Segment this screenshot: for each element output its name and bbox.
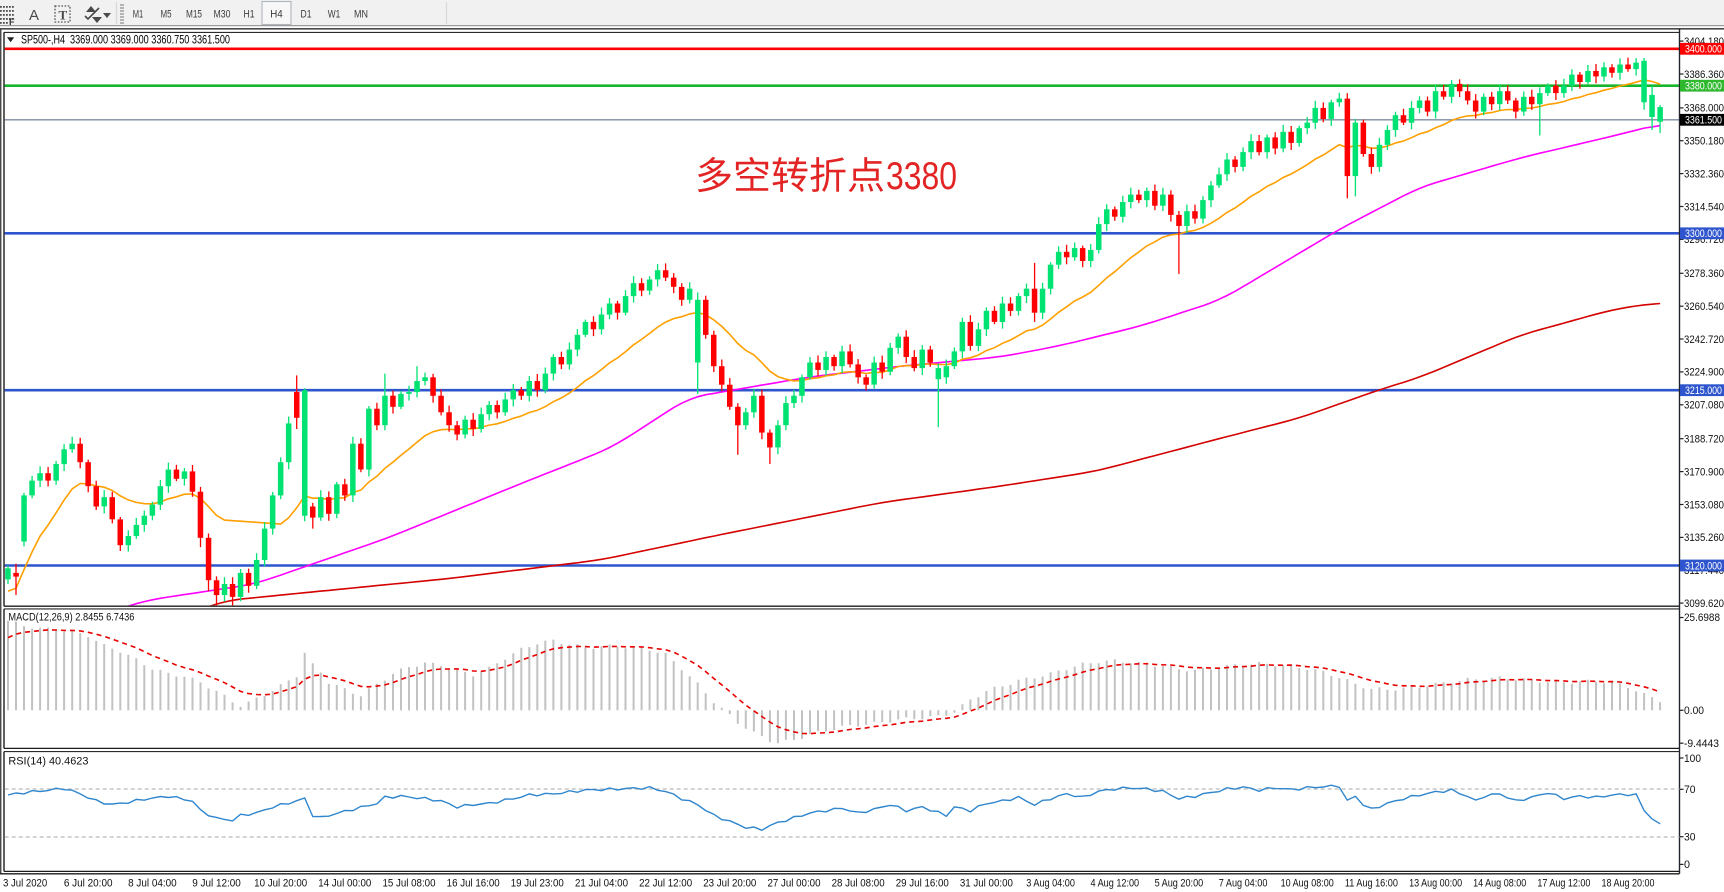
svg-text:18 Aug 20:00: 18 Aug 20:00: [1601, 878, 1654, 890]
svg-text:3380: 3380: [886, 155, 957, 198]
svg-text:3120.000: 3120.000: [1685, 560, 1722, 572]
svg-text:14 Aug 08:00: 14 Aug 08:00: [1473, 878, 1526, 890]
svg-text:100: 100: [1684, 753, 1701, 765]
svg-text:H4: H4: [270, 9, 283, 21]
svg-text:6 Jul 20:00: 6 Jul 20:00: [64, 878, 113, 890]
svg-text:3361.500: 3361.500: [1685, 115, 1722, 127]
svg-text:31 Jul 00:00: 31 Jul 00:00: [960, 878, 1013, 890]
svg-text:70: 70: [1684, 784, 1696, 796]
svg-text:22 Jul 12:00: 22 Jul 12:00: [639, 878, 692, 890]
svg-text:SP500-,H4: SP500-,H4: [21, 35, 65, 47]
svg-text:9 Jul 12:00: 9 Jul 12:00: [192, 878, 241, 890]
svg-text:3207.080: 3207.080: [1684, 400, 1724, 412]
svg-text:23 Jul 20:00: 23 Jul 20:00: [703, 878, 756, 890]
svg-text:3 Jul 2020: 3 Jul 2020: [3, 878, 47, 890]
svg-text:3170.900: 3170.900: [1684, 466, 1724, 478]
svg-text:A: A: [29, 7, 39, 24]
svg-text:H1: H1: [244, 9, 255, 21]
svg-text:0.00: 0.00: [1684, 705, 1704, 717]
svg-text:21 Jul 04:00: 21 Jul 04:00: [575, 878, 628, 890]
svg-text:W1: W1: [328, 9, 341, 21]
svg-text:5 Aug 20:00: 5 Aug 20:00: [1155, 878, 1204, 890]
svg-text:RSI(14) 40.4623: RSI(14) 40.4623: [8, 756, 88, 768]
svg-text:3099.620: 3099.620: [1684, 598, 1724, 610]
svg-text:4 Aug 12:00: 4 Aug 12:00: [1090, 878, 1139, 890]
svg-text:13 Aug 00:00: 13 Aug 00:00: [1409, 878, 1462, 890]
svg-text:3368.000: 3368.000: [1684, 103, 1724, 115]
svg-text:0: 0: [1684, 859, 1690, 871]
svg-text:8 Jul 04:00: 8 Jul 04:00: [128, 878, 177, 890]
svg-text:7 Aug 04:00: 7 Aug 04:00: [1219, 878, 1268, 890]
svg-text:25.6988: 25.6988: [1684, 612, 1720, 624]
svg-text:T: T: [59, 8, 68, 23]
svg-text:3300.000: 3300.000: [1685, 228, 1722, 240]
svg-text:3314.540: 3314.540: [1684, 201, 1724, 213]
svg-text:3 Aug 04:00: 3 Aug 04:00: [1026, 878, 1075, 890]
svg-text:3380.000: 3380.000: [1685, 81, 1722, 93]
svg-text:3188.720: 3188.720: [1684, 434, 1724, 446]
svg-text:15 Jul 08:00: 15 Jul 08:00: [382, 878, 435, 890]
svg-text:3332.360: 3332.360: [1684, 168, 1724, 180]
svg-text:16 Jul 16:00: 16 Jul 16:00: [447, 878, 500, 890]
svg-text:3260.540: 3260.540: [1684, 301, 1724, 313]
svg-text:D1: D1: [301, 9, 312, 21]
svg-text:M15: M15: [186, 9, 202, 21]
svg-text:27 Jul 00:00: 27 Jul 00:00: [767, 878, 820, 890]
svg-text:3386.360: 3386.360: [1684, 69, 1724, 81]
svg-text:3350.180: 3350.180: [1684, 136, 1724, 148]
svg-text:MACD(12,26,9) 2.8455 6.7436: MACD(12,26,9) 2.8455 6.7436: [8, 611, 134, 623]
svg-text:3153.080: 3153.080: [1684, 499, 1724, 511]
svg-text:3135.260: 3135.260: [1684, 532, 1724, 544]
svg-text:10 Aug 08:00: 10 Aug 08:00: [1281, 878, 1334, 890]
svg-text:19 Jul 23:00: 19 Jul 23:00: [511, 878, 564, 890]
svg-text:3369.000 3369.000 3360.750 336: 3369.000 3369.000 3360.750 3361.500: [70, 35, 230, 47]
svg-text:-9.4443: -9.4443: [1684, 738, 1719, 750]
svg-text:MN: MN: [354, 9, 368, 21]
svg-text:M1: M1: [133, 9, 144, 21]
svg-text:28 Jul 08:00: 28 Jul 08:00: [832, 878, 885, 890]
svg-text:17 Aug 12:00: 17 Aug 12:00: [1537, 878, 1590, 890]
svg-text:3400.000: 3400.000: [1685, 44, 1722, 56]
svg-text:14 Jul 00:00: 14 Jul 00:00: [318, 878, 371, 890]
svg-text:3215.000: 3215.000: [1685, 385, 1722, 397]
svg-text:11 Aug 16:00: 11 Aug 16:00: [1345, 878, 1398, 890]
svg-text:30: 30: [1684, 832, 1696, 844]
svg-text:10 Jul 20:00: 10 Jul 20:00: [254, 878, 307, 890]
svg-text:F: F: [9, 17, 15, 27]
svg-text:M5: M5: [161, 9, 172, 21]
svg-text:3224.900: 3224.900: [1684, 367, 1724, 379]
svg-text:M30: M30: [214, 9, 231, 21]
svg-text:3278.360: 3278.360: [1684, 268, 1724, 280]
svg-text:29 Jul 16:00: 29 Jul 16:00: [896, 878, 949, 890]
svg-text:3242.720: 3242.720: [1684, 334, 1724, 346]
